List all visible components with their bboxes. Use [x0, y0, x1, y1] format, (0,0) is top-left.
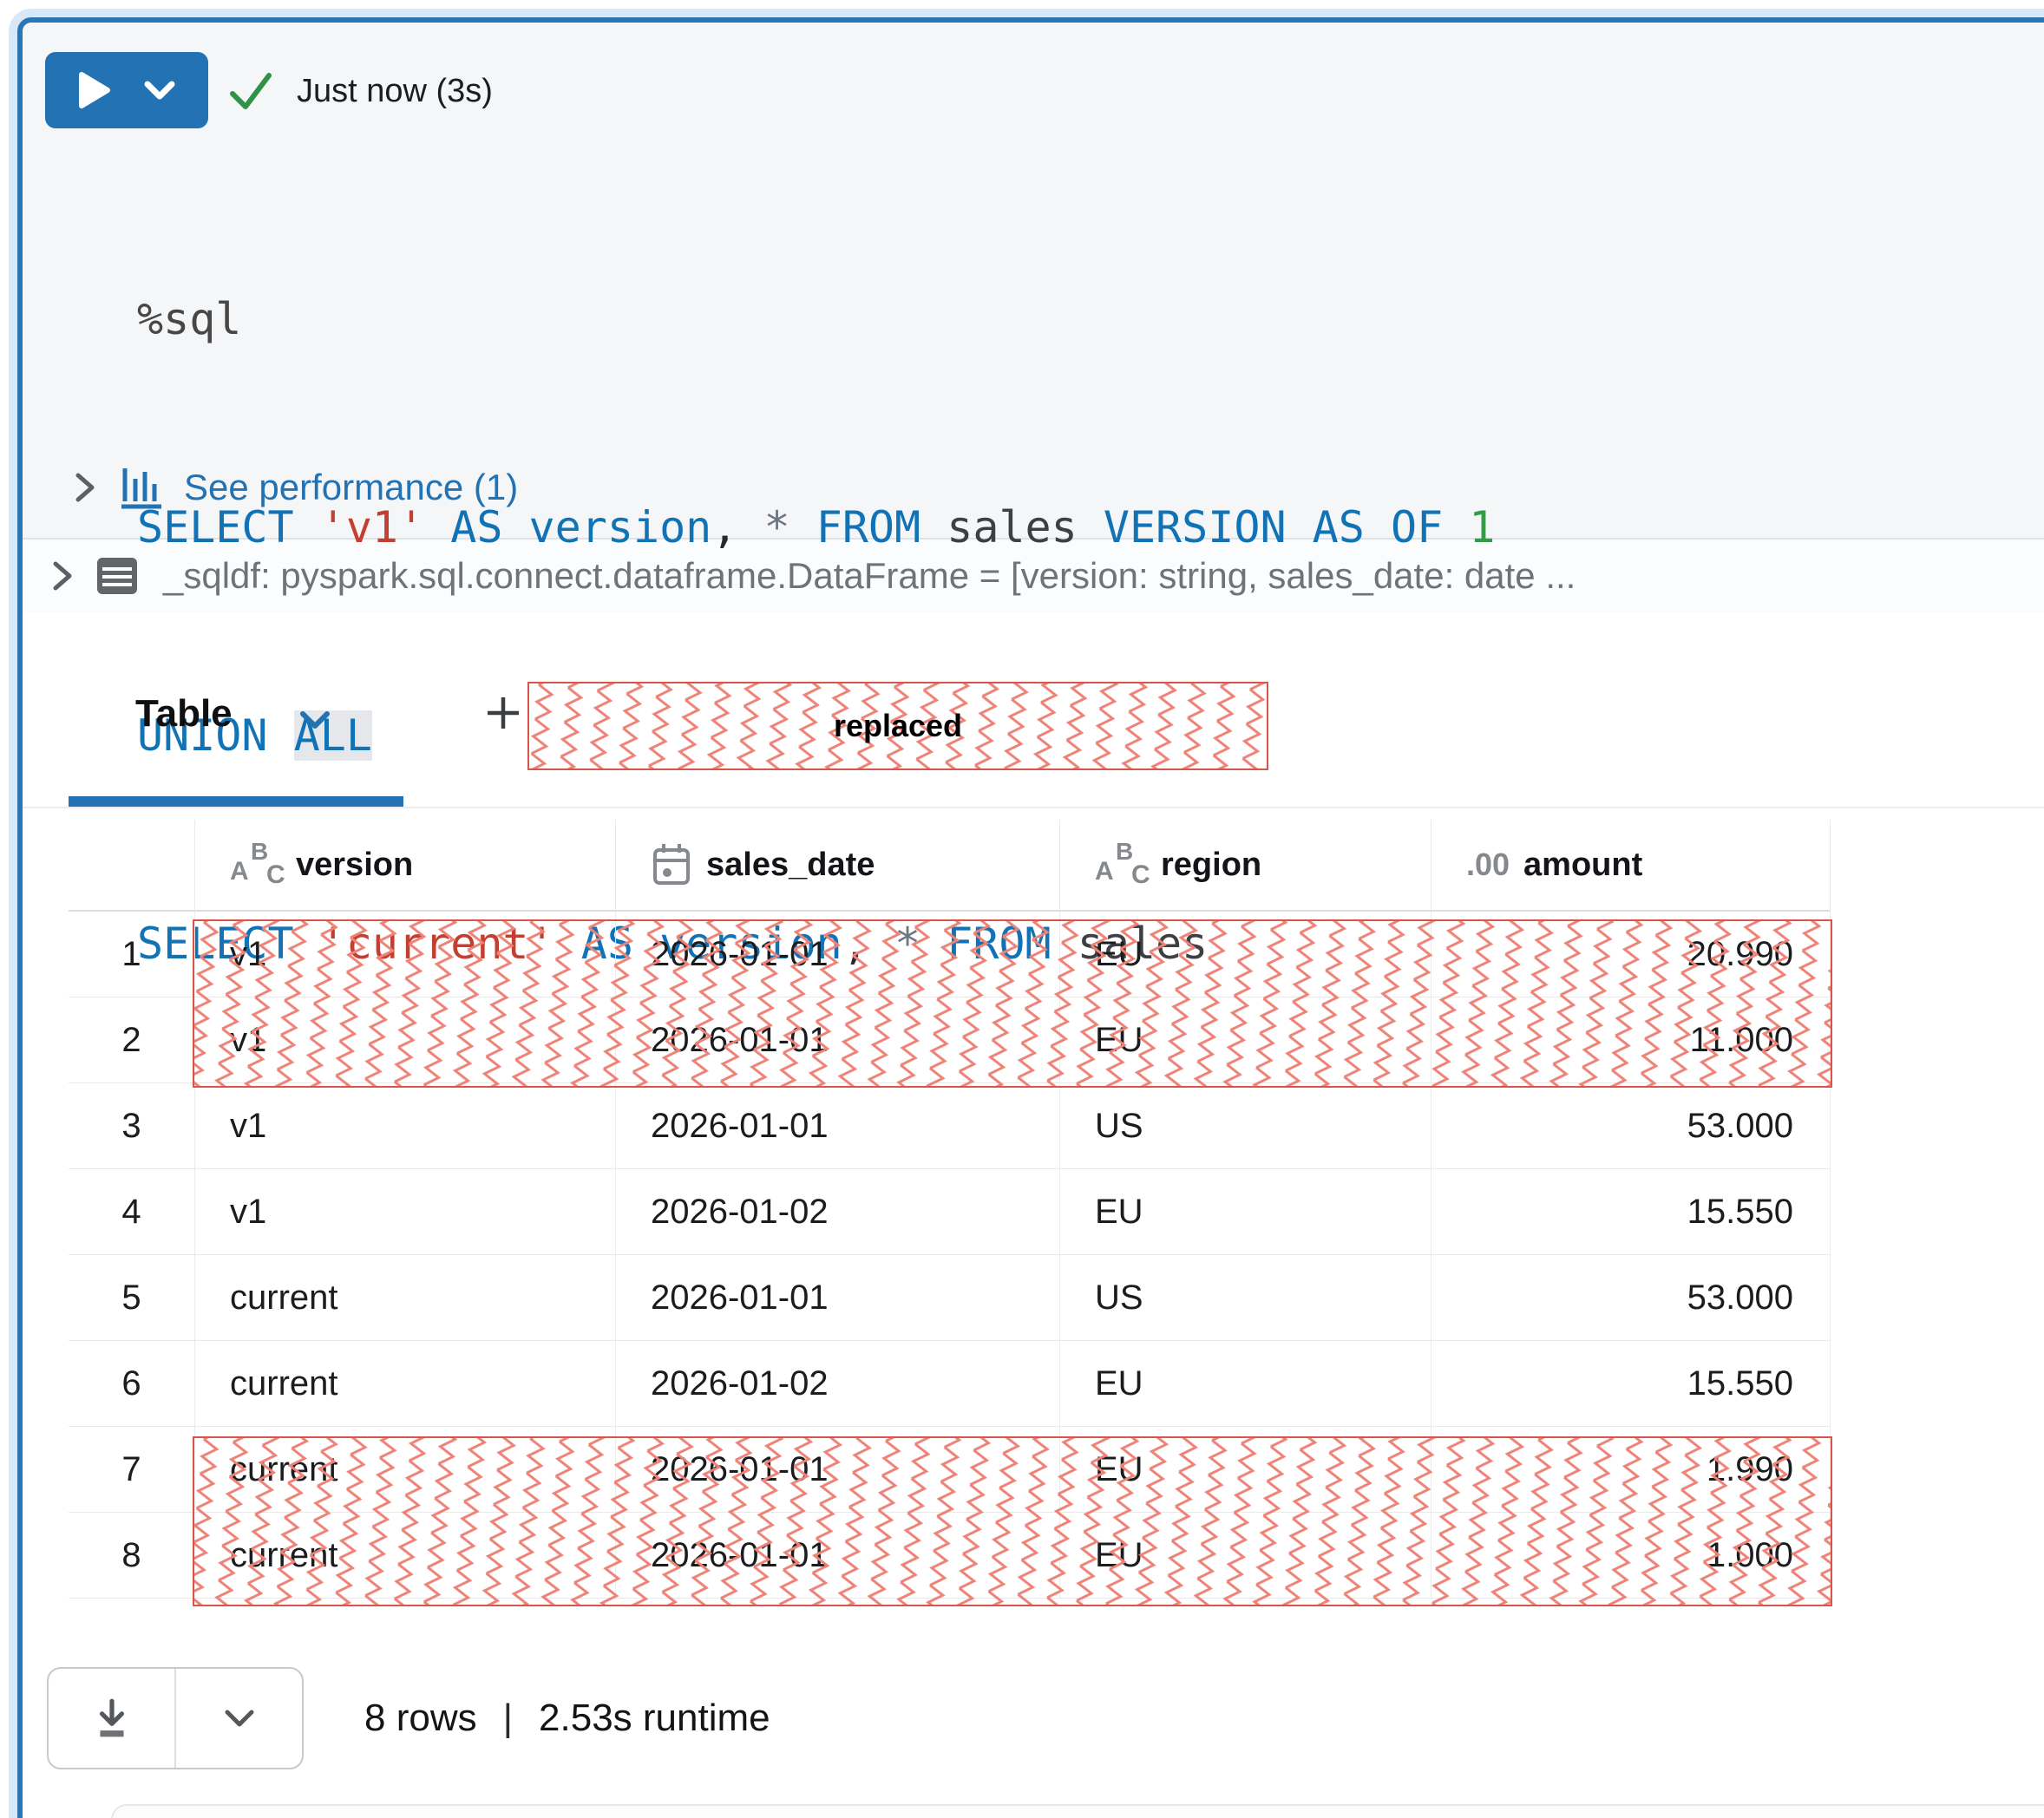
replaced-label: replaced — [833, 708, 963, 743]
cell-amount: 15.550 — [1431, 1341, 1831, 1427]
cell-region: EU — [1060, 1169, 1431, 1255]
tab-dropdown-chevron-icon[interactable] — [298, 710, 331, 730]
table-row: 4 v1 2026-01-02 EU 15.550 — [69, 1169, 1831, 1255]
header-row-number — [69, 820, 195, 912]
cell-row-number: 6 — [69, 1341, 195, 1427]
next-cell-edge — [111, 1804, 2044, 1818]
run-cell-button[interactable] — [45, 52, 208, 128]
performance-row: See performance (1) — [73, 460, 518, 515]
cell-version: v1 — [195, 1169, 616, 1255]
cell-row-number: 1 — [69, 912, 195, 997]
cell-row-number: 2 — [69, 997, 195, 1083]
cell-region: US — [1060, 1255, 1431, 1341]
cell-sales-date: 2026-01-01 — [616, 1083, 1060, 1169]
code-line-magic[interactable]: %sql — [137, 294, 242, 344]
cell-sales-date: 2026-01-01 — [616, 1255, 1060, 1341]
code-line-select-v1[interactable]: SELECT 'v1' AS version, * FROM sales VER… — [137, 502, 1496, 553]
replaced-tab-placeholder[interactable]: replaced — [527, 682, 1268, 770]
redaction-overlay-rows-1-2 — [193, 919, 1832, 1088]
cell-row-number: 7 — [69, 1427, 195, 1513]
cell-version: current — [195, 1255, 616, 1341]
sqldf-summary-text: _sqldf: pyspark.sql.connect.dataframe.Da… — [163, 555, 1576, 596]
table-row: 6 current 2026-01-02 EU 15.550 — [69, 1341, 1831, 1427]
hatch-pattern — [194, 921, 1831, 1086]
expand-chevron-icon[interactable] — [73, 470, 95, 505]
sqldf-row[interactable]: _sqldf: pyspark.sql.connect.dataframe.Da… — [50, 546, 2037, 605]
sqldf-expand-chevron-icon[interactable] — [50, 559, 73, 593]
download-button[interactable] — [49, 1669, 174, 1768]
results-pane-background — [23, 612, 2044, 1818]
active-tab-indicator — [69, 796, 403, 808]
cell-row-number: 5 — [69, 1255, 195, 1341]
bar-chart-icon — [121, 468, 161, 509]
cell-row-number: 3 — [69, 1083, 195, 1169]
runtime: 2.53s runtime — [539, 1697, 770, 1739]
cell-sales-date: 2026-01-02 — [616, 1169, 1060, 1255]
add-visualization-button[interactable] — [482, 692, 524, 734]
header-sales-date[interactable]: sales_date — [616, 820, 1060, 912]
cell-row-number: 8 — [69, 1513, 195, 1599]
play-icon — [79, 72, 110, 108]
hatch-pattern — [529, 683, 1267, 768]
dataframe-icon — [97, 558, 137, 594]
table-row: 3 v1 2026-01-01 US 53.000 — [69, 1083, 1831, 1169]
cell-version: v1 — [195, 1083, 616, 1169]
summary-divider: | — [502, 1697, 514, 1739]
run-timestamp: Just now (3s) — [297, 73, 493, 109]
table-row: 5 current 2026-01-01 US 53.000 — [69, 1255, 1831, 1341]
cell-amount: 53.000 — [1431, 1083, 1831, 1169]
hatch-pattern — [194, 1438, 1831, 1605]
cell-region: EU — [1060, 1341, 1431, 1427]
cell-sales-date: 2026-01-02 — [616, 1341, 1060, 1427]
cell-row-number: 4 — [69, 1169, 195, 1255]
chevron-down-icon — [225, 1710, 253, 1727]
cell-version: current — [195, 1341, 616, 1427]
download-options-button[interactable] — [174, 1669, 302, 1768]
tab-table[interactable]: Table — [135, 692, 233, 735]
tabbar-divider — [23, 807, 2044, 808]
see-performance-link[interactable]: See performance (1) — [184, 467, 519, 507]
run-dropdown-chevron-icon[interactable] — [144, 81, 175, 100]
sqldf-row-background — [23, 538, 2044, 614]
download-icon — [99, 1698, 124, 1737]
cell-amount: 53.000 — [1431, 1255, 1831, 1341]
decimal-type-icon: .00 — [1466, 847, 1510, 882]
date-type-icon — [653, 844, 690, 885]
success-check-icon — [230, 73, 272, 109]
download-split-button — [47, 1667, 304, 1769]
cell-amount: 15.550 — [1431, 1169, 1831, 1255]
result-summary: 8 rows | 2.53s runtime — [364, 1688, 770, 1749]
cell-region: US — [1060, 1083, 1431, 1169]
header-amount[interactable]: .00 amount — [1431, 820, 1831, 912]
redaction-overlay-rows-7-8 — [193, 1436, 1832, 1606]
row-count: 8 rows — [364, 1697, 477, 1739]
